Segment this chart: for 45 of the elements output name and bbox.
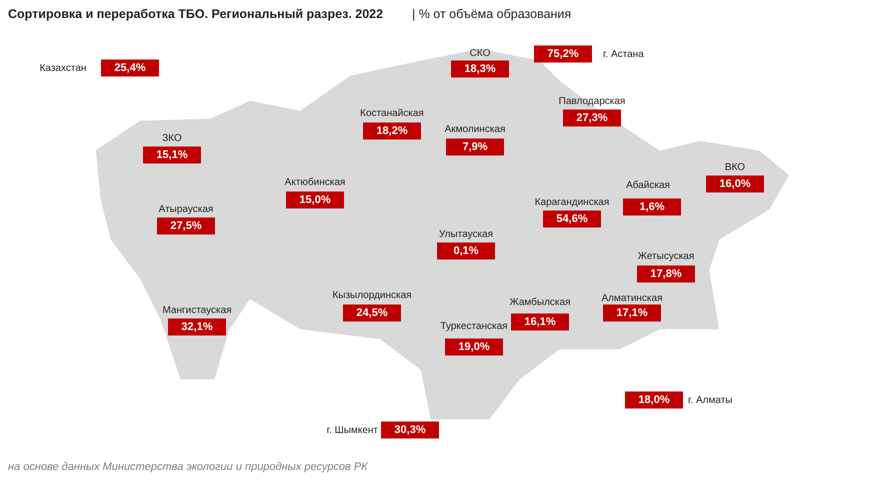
category-label: Кызылординская [332,290,412,301]
data-label: 32,1% [181,321,213,333]
category-label: Актюбинская [284,177,346,188]
data-label: 30,3% [394,424,426,436]
data-label: 17,1% [616,307,648,319]
data-label: 25,4% [114,62,146,74]
category-label: Алматинская [602,293,662,304]
category-label: г. Астана [603,49,644,60]
data-label: 27,3% [576,112,608,124]
data-label: 7,9% [462,141,488,153]
text: на основе данных Министерства экологии и природных ресурсов РК [8,461,368,473]
data-label: 16,1% [524,316,556,328]
data-label: 0,1% [453,245,479,257]
data-label: 15,1% [156,149,188,161]
category-label: ЗКО [162,133,182,144]
category-label: Туркестанская [440,321,508,332]
data-label: 18,2% [376,125,408,137]
data-label: 18,3% [464,63,496,75]
category-label: г. Алматы [688,395,732,406]
category-label: Акмолинская [444,124,506,135]
text: Сортировка и переработка ТБО. Региональный разрез. 2022 [8,7,384,21]
category-label: Карагандинская [534,197,610,208]
category-label: Мангистауская [162,305,232,316]
category-label: Улытауская [438,229,494,240]
category-label: Атырауская [158,204,214,215]
category-label: Жамбылская [510,297,570,308]
data-label: 17,8% [650,268,682,280]
data-label: 75,2% [547,48,579,60]
data-label: 18,0% [638,394,670,406]
category-label: ВКО [724,162,746,173]
data-label: 16,0% [719,178,751,190]
category-label: Абайская [626,180,670,191]
data-label: 54,6% [556,213,588,225]
category-label: Костанайская [360,108,424,119]
data-label: 1,6% [639,201,665,213]
category-label: СКО [470,48,491,59]
data-label: 19,0% [458,341,490,353]
category-label: г. Шымкент [326,425,378,436]
category-label: Жетысуская [638,251,694,262]
text: | % от объёма образования [412,7,572,21]
data-label: 24,5% [356,307,388,319]
data-label: 27,5% [170,220,202,232]
category-label: Казахстан [40,63,86,74]
data-label: 15,0% [299,194,331,206]
category-label: Павлодарская [558,96,626,107]
